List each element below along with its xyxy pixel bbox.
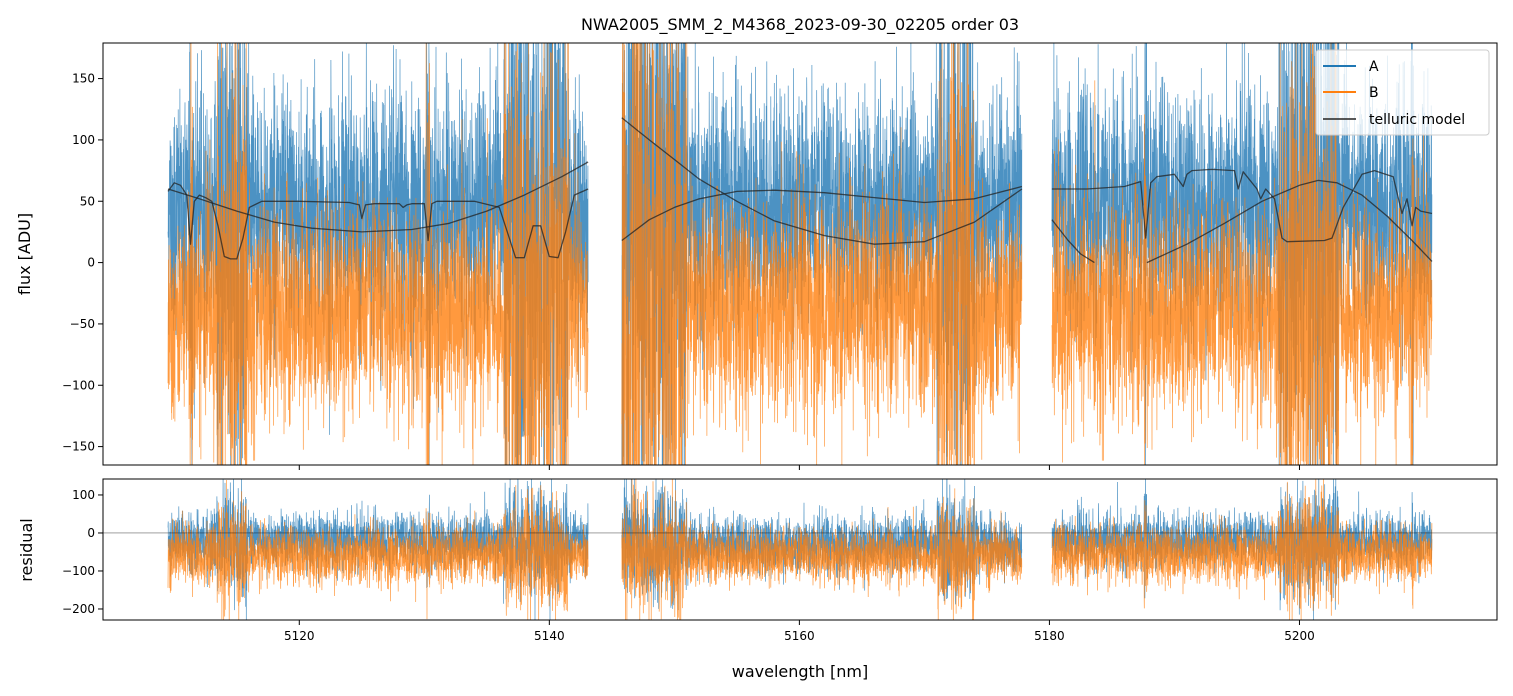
series-b-flux-line xyxy=(621,43,1023,465)
x-axis-label: wavelength [nm] xyxy=(732,662,869,681)
series-b-residual-line xyxy=(621,479,1023,620)
flux-y-tick-label: −150 xyxy=(62,440,95,454)
series-b-flux-line xyxy=(167,43,589,465)
legend-label-telluric: telluric model xyxy=(1369,112,1465,128)
telluric-model-line xyxy=(167,161,589,233)
telluric-model-line xyxy=(1051,168,1433,243)
legend: A B telluric model xyxy=(1315,49,1490,136)
flux-y-tick-label: 0 xyxy=(87,256,95,270)
telluric-model-line xyxy=(621,117,1023,245)
legend-frame xyxy=(1315,49,1490,136)
flux-y-tick-label: −100 xyxy=(62,378,95,392)
x-tick-label: 5120 xyxy=(284,629,315,643)
residual-y-tick-label: −200 xyxy=(62,602,95,616)
residual-y-tick-label: 100 xyxy=(72,488,95,502)
x-tick-label: 5180 xyxy=(1034,629,1065,643)
flux-y-tick-label: 50 xyxy=(80,194,95,208)
x-tick-label: 5200 xyxy=(1284,629,1315,643)
telluric-model-line xyxy=(1051,219,1095,264)
flux-ylabel: flux [ADU] xyxy=(15,213,34,295)
x-tick-label: 5160 xyxy=(784,629,815,643)
telluric-model-line xyxy=(1146,179,1433,264)
residual-plot-area xyxy=(103,479,1497,620)
telluric-model-line xyxy=(167,182,589,260)
legend-label-b: B xyxy=(1369,85,1379,101)
flux-y-tick-label: 150 xyxy=(72,72,95,86)
residual-axes-frame xyxy=(102,478,1498,621)
chart-title: NWA2005_SMM_2_M4368_2023-09-30_02205 ord… xyxy=(581,15,1019,35)
flux-y-tick-label: −50 xyxy=(70,317,95,331)
residual-y-tick-label: 0 xyxy=(87,526,95,540)
residual-y-tick-label: −100 xyxy=(62,564,95,578)
telluric-model-line xyxy=(621,185,1023,242)
x-tick-label: 5140 xyxy=(534,629,565,643)
flux-plot-area xyxy=(167,43,1433,465)
flux-y-tick-label: 100 xyxy=(72,133,95,147)
residual-ylabel: residual xyxy=(17,518,36,581)
series-b-residual-line xyxy=(1051,479,1433,620)
series-b-residual-line xyxy=(167,479,589,620)
series-b-flux-line xyxy=(1051,43,1433,465)
flux-axes-frame xyxy=(102,42,1498,466)
legend-label-a: A xyxy=(1369,59,1379,75)
